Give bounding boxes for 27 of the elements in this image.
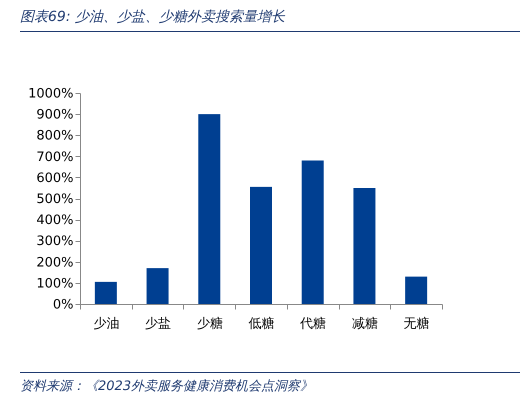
y-tick-label: 800% [36,128,74,144]
x-tick-label: 无糖 [404,316,430,332]
y-tick-label: 300% [36,234,74,250]
y-tick-label: 600% [36,170,74,186]
y-tick-label: 400% [36,213,74,228]
x-tick-label: 少盐 [145,316,172,332]
x-tick-label: 低糖 [248,316,274,332]
y-tick-label: 0% [52,298,74,312]
bar [302,160,324,304]
bar [405,276,428,304]
y-tick-label: 100% [36,276,74,292]
y-tick-label: 900% [36,108,74,123]
text: 资料来源：《2023外卖服务健康消费机会点洞察》 [20,372,520,395]
y-tick-label: 200% [36,255,74,270]
chart-title: 图表69: 少油、少盐、少糖外卖搜索量增长 [20,8,520,32]
bar [94,282,117,304]
bar [250,186,272,304]
x-tick-label: 减糖 [352,316,378,332]
bar [198,114,220,304]
x-tick-label: 少油 [93,316,120,332]
y-tick-label: 1000% [28,86,74,102]
y-tick-label: 700% [36,150,74,165]
bar [353,188,376,304]
x-tick-label: 少糖 [196,316,223,332]
x-tick-label: 代糖 [299,316,326,332]
y-tick-label: 500% [36,192,74,207]
bar [146,268,169,304]
